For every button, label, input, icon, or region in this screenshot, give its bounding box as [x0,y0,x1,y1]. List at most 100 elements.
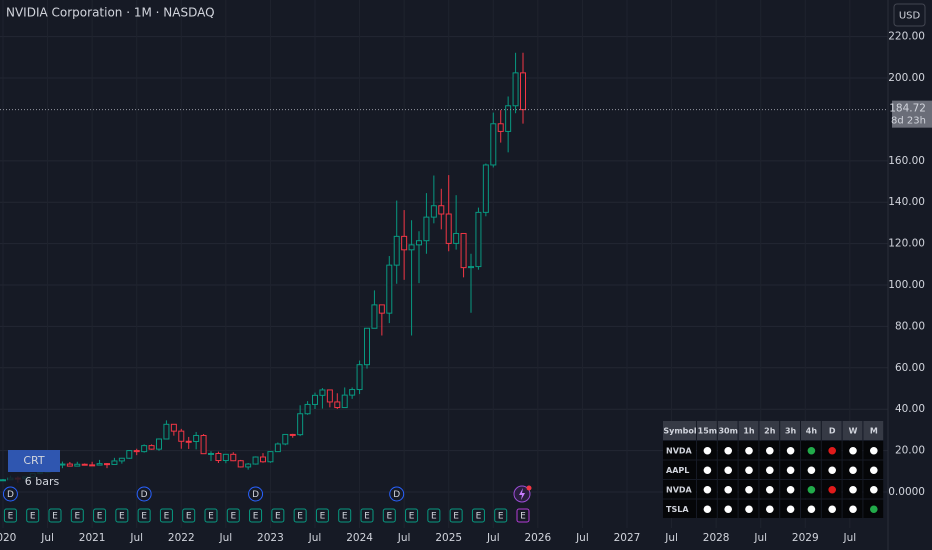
status-dot [870,446,878,455]
table-header: Symbol [663,427,697,436]
status-dot [807,505,816,514]
table-header-cell [759,421,780,440]
earnings-label: E [386,512,392,522]
status-dot [703,505,712,514]
table-symbol: TSLA [666,505,689,514]
candle-body [497,123,504,132]
earnings-marker [449,508,463,523]
dividend-label: D [7,490,14,500]
status-dot [807,485,816,494]
x-tick-label: 2022 [168,532,195,544]
dividend-marker [136,486,152,502]
earnings-marker [338,508,352,523]
table-cell [663,480,696,499]
earnings-marker [427,508,441,523]
candle-body [386,264,393,314]
lightning [519,488,525,500]
x-tick-label: 2029 [792,532,819,544]
earnings-marker [226,508,240,523]
candle-body [364,327,370,366]
earnings-marker [26,508,40,523]
candle-body [371,304,378,329]
status-dot [807,466,816,475]
status-dot [766,446,774,455]
candle-body [89,464,96,467]
earnings-marker [48,508,62,523]
status-dot [724,446,732,455]
candle-body [260,456,266,463]
status-dot [849,446,857,455]
table-header: D [829,427,836,436]
candle-body [460,232,467,269]
status-dot [724,466,732,475]
earnings-label: E [119,512,125,522]
candle-body [230,453,237,462]
x-tick-label: Jul [753,532,767,544]
status-dot [766,466,774,475]
table-header-cell [738,421,759,440]
currency[interactable]: USD [899,11,921,22]
earnings-label: E [141,512,147,522]
candle-body [341,394,348,409]
candle-body [453,232,460,244]
candle-body [482,164,489,213]
x-tick-label: 2026 [524,532,551,544]
table-header: 4h [806,427,818,436]
candle-body [81,463,88,466]
crt-label: CRT [23,454,45,467]
candle-body [237,460,244,468]
earnings-label: E [320,512,326,522]
y-tick-label: 20.00 [895,445,925,457]
table-header: 1h [743,427,755,436]
x-tick-label: Jul [40,532,54,544]
y-tick-label: 160.00 [888,155,925,167]
x-tick-label: Jul [308,532,322,544]
candle-body [334,401,341,409]
earnings-marker [70,508,84,523]
earnings-marker [471,508,485,523]
status-dot [766,505,774,514]
candle-body [163,423,170,440]
countdown: 8d 23h [891,116,926,127]
candle-body [349,389,356,396]
candle-body [326,389,333,403]
candle-body [445,213,452,244]
candle-body [475,211,482,268]
dividend-label: D [393,490,400,500]
y-tick-label: 40.00 [895,403,925,415]
candle-body [430,205,437,218]
status-dot [849,466,857,475]
candle-body [156,438,162,450]
earnings-marker [494,508,508,523]
y-tick-label: 0.0000 [888,486,925,498]
news-dot [526,485,532,491]
status-dot [745,466,753,475]
earnings-label: E [342,512,348,522]
currency-button[interactable] [893,3,926,27]
table-header: M [870,427,878,436]
candle-body [378,304,385,314]
candle-body [423,216,430,242]
candle-body [252,456,259,465]
candle-body [111,460,118,465]
x-tick-label: Jul [397,532,411,544]
earnings-marker [360,508,374,523]
y-tick-label: 60.00 [895,362,925,374]
earnings-label: E [164,512,170,522]
candle-body [215,452,222,462]
table-symbol: NVDA [666,485,693,494]
candle-body [141,445,148,453]
candle-body [170,423,177,432]
y-tick-label: 80.00 [895,320,925,332]
table-header: 15m [698,427,717,436]
earnings-label: E [431,512,437,522]
earnings-label: E [30,512,36,522]
candle-body [274,443,281,453]
candle-body [126,450,133,459]
earnings-label: E [230,512,236,522]
y-tick-label: 220.00 [888,31,925,43]
table-header-cell [801,421,821,440]
table-symbol: NVDA [666,446,693,455]
x-tick-label: Jul [843,532,857,544]
last-price-label: 184.72 [889,103,926,115]
